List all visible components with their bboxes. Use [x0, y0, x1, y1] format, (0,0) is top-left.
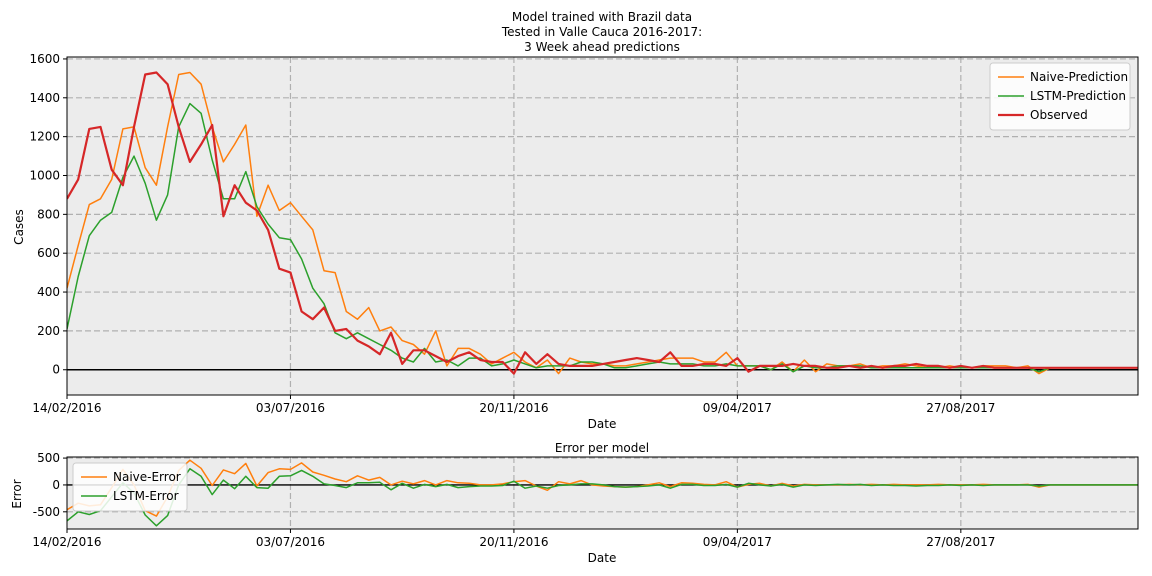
y-tick-label: 800: [37, 207, 60, 221]
top-chart-panel: Model trained with Brazil data Tested in…: [12, 10, 1139, 431]
x-tick-label: 27/08/2017: [926, 401, 995, 415]
series-line-lstm-prediction: [67, 102, 1138, 373]
legend-box: [989, 62, 1131, 131]
x-tick-label: 20/11/2016: [479, 535, 548, 549]
chart-title-line-1: Model trained with Brazil data: [512, 10, 692, 24]
y-tick-label: -500: [33, 505, 60, 519]
top-plot-area: [67, 57, 1138, 395]
x-tick-label: 03/07/2016: [256, 535, 325, 549]
top-x-ticks: 14/02/2016 03/07/2016 20/11/2016 09/04/2017…: [32, 395, 995, 415]
series-line-lstm-error: [67, 468, 1138, 527]
top-x-axis-label: Date: [588, 417, 617, 431]
y-tick-label: 1200: [29, 130, 60, 144]
series-line-observed: [67, 71, 1138, 375]
x-tick-label: 03/07/2016: [256, 401, 325, 415]
x-tick-label: 14/02/2016: [32, 401, 101, 415]
x-tick-label: 20/11/2016: [479, 401, 548, 415]
x-tick-label: 09/04/2017: [703, 401, 772, 415]
top-y-axis-label: Cases: [12, 209, 26, 245]
y-tick-label: 1400: [29, 91, 60, 105]
error-x-ticks: 14/02/2016 03/07/2016 20/11/2016 09/04/2017…: [32, 529, 995, 549]
y-tick-label: 500: [37, 451, 60, 465]
legend-label: Observed: [1030, 108, 1088, 122]
legend-box: [72, 462, 188, 512]
x-tick-label: 27/08/2017: [926, 535, 995, 549]
top-series-lines: [66, 56, 1139, 396]
chart-title-line-3: 3 Week ahead predictions: [524, 40, 680, 54]
top-y-ticks: 0 200 400 600 800 1000 1200 1400 1600: [29, 52, 67, 377]
legend-label: LSTM-Prediction: [1030, 89, 1126, 103]
error-chart-panel: Error per model -500 0 500 14/02/2016 03/07…: [10, 441, 1139, 565]
legend-label: Naive-Error: [113, 470, 181, 484]
error-series-lines: [66, 456, 1139, 530]
error-chart-title: Error per model: [555, 441, 649, 455]
plot-frame: [66, 456, 1139, 530]
legend-label: Naive-Prediction: [1030, 70, 1128, 84]
y-tick-label: 400: [37, 285, 60, 299]
x-tick-label: 09/04/2017: [703, 535, 772, 549]
legend-label: LSTM-Error: [113, 489, 179, 503]
error-y-axis-label: Error: [10, 479, 24, 508]
y-tick-label: 1600: [29, 52, 60, 66]
chart-title-line-2: Tested in Valle Cauca 2016-2017:: [501, 25, 702, 39]
plot-frame: [66, 56, 1139, 396]
top-grid: [67, 57, 1138, 395]
y-tick-label: 1000: [29, 168, 60, 182]
y-tick-label: 600: [37, 246, 60, 260]
error-y-ticks: -500 0 500: [33, 451, 67, 519]
y-tick-label: 0: [52, 363, 60, 377]
x-tick-label: 14/02/2016: [32, 535, 101, 549]
y-tick-label: 200: [37, 324, 60, 338]
error-plot-area: [67, 457, 1138, 529]
error-legend: Naive-Error LSTM-Error: [72, 462, 188, 512]
error-x-axis-label: Date: [588, 551, 617, 565]
top-legend: Naive-Prediction LSTM-Prediction Observed: [989, 62, 1131, 131]
y-tick-label: 0: [52, 478, 60, 492]
